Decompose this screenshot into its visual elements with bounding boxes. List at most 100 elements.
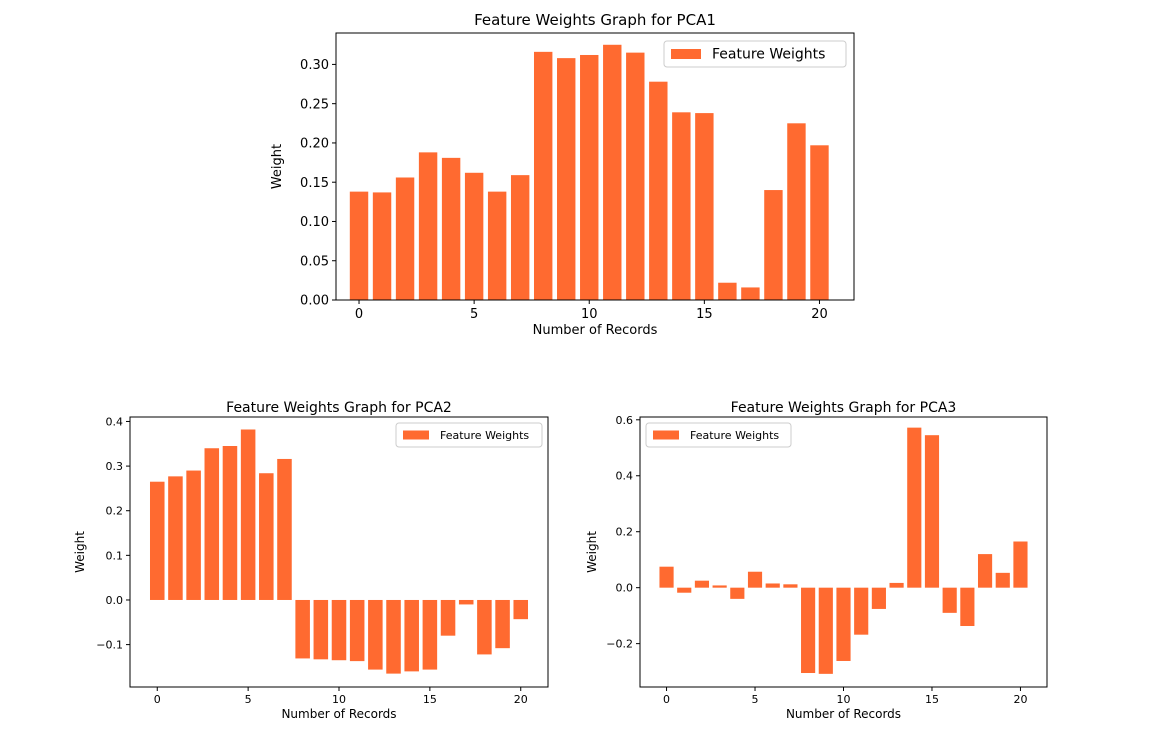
y-tick-label: 0.6 — [616, 414, 634, 427]
y-axis-label: Weight — [73, 531, 87, 573]
bar-12 — [871, 587, 886, 609]
legend: Feature Weights — [645, 422, 792, 448]
bar-13 — [386, 599, 401, 674]
x-tick-label: 0 — [355, 307, 363, 322]
legend-swatch — [403, 430, 429, 440]
x-tick-label: 0 — [663, 693, 670, 706]
bar-4 — [441, 157, 461, 300]
bar-17 — [741, 287, 760, 300]
bar-20 — [810, 145, 829, 300]
bar-17 — [458, 599, 474, 605]
x-tick-label: 10 — [581, 307, 598, 322]
y-tick-label: 0.2 — [616, 526, 634, 539]
x-tick-label: 20 — [514, 693, 528, 706]
y-tick-label: 0.3 — [106, 460, 124, 473]
legend-label: Feature Weights — [440, 429, 529, 442]
x-tick-label: 0 — [154, 693, 161, 706]
bar-14 — [404, 599, 419, 672]
bar-2 — [395, 177, 415, 300]
axes-frame — [335, 32, 855, 301]
x-tick-label: 20 — [811, 307, 828, 322]
bar-11 — [349, 599, 365, 662]
y-tick-label: 0.2 — [106, 505, 124, 518]
y-tick-label: 0.30 — [300, 58, 329, 73]
x-tick-label: 15 — [696, 307, 713, 322]
legend-box — [645, 422, 792, 448]
bar-9 — [313, 599, 329, 660]
bar-3 — [712, 585, 727, 588]
y-tick-label: 0.4 — [616, 470, 634, 483]
bar-4 — [222, 446, 238, 600]
bar-4 — [730, 587, 745, 599]
x-tick-label: 5 — [245, 693, 252, 706]
y-tick-label: 0.05 — [300, 254, 329, 269]
bar-6 — [765, 583, 780, 588]
chart-title: Feature Weights Graph for PCA3 — [731, 400, 957, 416]
chart-title: Feature Weights Graph for PCA1 — [474, 11, 716, 29]
y-tick-label: 0.0 — [616, 582, 634, 595]
bar-6 — [259, 473, 274, 600]
y-tick-label: −0.2 — [606, 638, 633, 651]
bar-5 — [747, 571, 763, 588]
x-axis-label: Number of Records — [533, 323, 658, 338]
x-axis-label: Number of Records — [281, 707, 396, 721]
bar-13 — [889, 582, 904, 588]
bar-16 — [440, 599, 456, 636]
bar-5 — [464, 172, 484, 300]
y-tick-label: 0.15 — [300, 176, 329, 191]
bar-0 — [349, 191, 369, 300]
y-tick-label: 0.25 — [300, 97, 329, 112]
chart-pca2: Feature Weights Graph for PCA2 0 5 10 15 20 −0… — [73, 400, 549, 721]
bar-3 — [204, 448, 220, 600]
bar-3 — [418, 152, 438, 300]
y-tick-label: 0.20 — [300, 137, 329, 152]
legend-swatch — [653, 430, 679, 440]
x-tick-label: 15 — [925, 693, 939, 706]
bar-9 — [818, 587, 833, 674]
bar-10 — [580, 54, 599, 300]
bar-9 — [557, 58, 576, 301]
bar-10 — [836, 587, 851, 661]
y-tick-label: 0.4 — [106, 415, 124, 428]
bar-20 — [513, 599, 529, 620]
bar-18 — [764, 190, 783, 300]
bar-2 — [186, 470, 201, 600]
bar-15 — [924, 435, 940, 588]
y-tick-label: −0.1 — [96, 639, 123, 652]
y-axis-label: Weight — [270, 144, 285, 189]
bar-1 — [372, 192, 392, 300]
chart-title: Feature Weights Graph for PCA2 — [226, 400, 452, 416]
legend-swatch — [671, 49, 701, 59]
y-tick-label: 0.0 — [106, 594, 124, 607]
bar-18 — [977, 554, 993, 588]
bar-20 — [1013, 541, 1028, 588]
bar-15 — [695, 113, 714, 300]
x-tick-label: 10 — [332, 693, 346, 706]
bar-17 — [960, 587, 975, 627]
x-axis-label: Number of Records — [786, 707, 901, 721]
bar-19 — [995, 572, 1010, 588]
bar-10 — [331, 599, 347, 661]
legend-label: Feature Weights — [690, 429, 779, 442]
y-tick-label: 0.00 — [300, 294, 329, 309]
bar-16 — [718, 282, 737, 300]
bar-1 — [677, 587, 692, 593]
bar-0 — [149, 481, 165, 600]
bar-12 — [368, 599, 383, 670]
bar-15 — [422, 599, 438, 670]
x-tick-label: 15 — [423, 693, 437, 706]
bar-16 — [942, 587, 957, 613]
y-axis-label: Weight — [585, 531, 599, 573]
legend-label: Feature Weights — [712, 47, 825, 63]
x-tick-label: 5 — [752, 693, 759, 706]
bar-6 — [487, 191, 507, 300]
chart-pca3: Feature Weights Graph for PCA3 0 5 10 15 20 −0… — [585, 400, 1048, 721]
bar-7 — [510, 175, 530, 300]
y-tick-label: 0.1 — [106, 549, 124, 562]
legend-box — [395, 422, 543, 448]
bar-11 — [854, 587, 869, 635]
legend-box — [663, 40, 847, 68]
legend: Feature Weights — [663, 40, 847, 68]
bar-19 — [495, 599, 510, 649]
